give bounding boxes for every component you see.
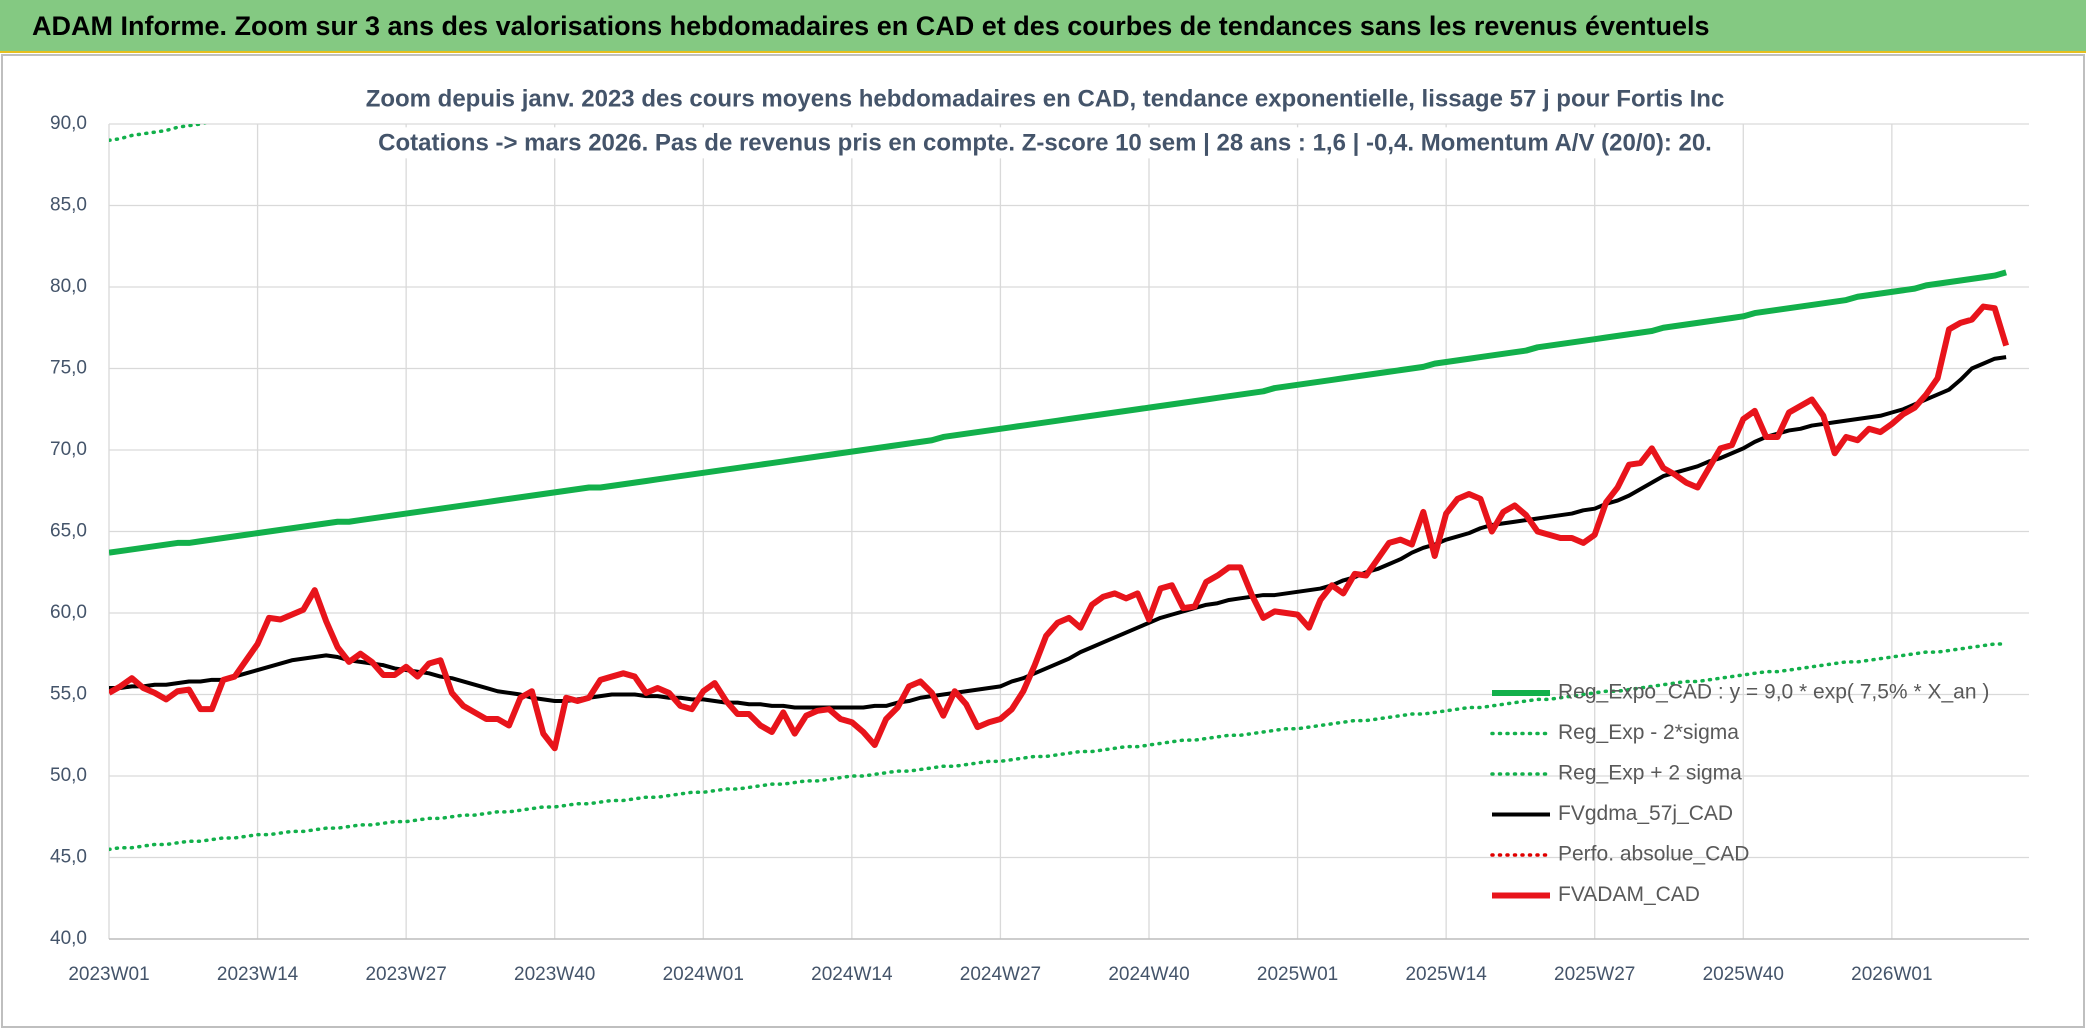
series-line xyxy=(109,303,2010,752)
x-tick-label: 2023W01 xyxy=(68,964,149,985)
y-tick-label: 60,0 xyxy=(50,602,87,623)
x-tick-label: 2026W01 xyxy=(1851,964,1932,985)
x-tick-label: 2024W27 xyxy=(960,964,1041,985)
x-tick-label: 2024W01 xyxy=(663,964,744,985)
y-tick-label: 80,0 xyxy=(50,276,87,297)
y-tick-label: 45,0 xyxy=(50,847,87,868)
y-tick-label: 55,0 xyxy=(50,684,87,705)
x-tick-label: 2024W14 xyxy=(811,964,893,985)
chart: 40,0 45,0 50,0 55,0 60,0 65,0 70,0 75,0 80,0 85,0… xyxy=(1,54,2085,1028)
y-tick-label: 75,0 xyxy=(50,358,87,379)
chart-title: Zoom depuis janv. 2023 des cours moyens … xyxy=(366,85,1725,112)
x-tick-label: 2025W40 xyxy=(1703,964,1784,985)
y-tick-label: 90,0 xyxy=(50,113,87,134)
x-tick-label: 2024W40 xyxy=(1108,964,1189,985)
title-backing xyxy=(357,83,1733,115)
x-tick-label: 2025W01 xyxy=(1257,964,1338,985)
x-tick-label: 2025W14 xyxy=(1405,964,1487,985)
legend-label: Reg_Exp + 2 sigma xyxy=(1558,762,1742,785)
chart-subtitle: Cotations -> mars 2026. Pas de revenus p… xyxy=(378,129,1712,156)
y-tick-label: 40,0 xyxy=(50,928,87,949)
x-tick-label: 2025W27 xyxy=(1554,964,1635,985)
series-line xyxy=(109,269,2007,556)
chart-frame xyxy=(1,54,2085,1028)
legend-label: Perfo. absolue_CAD xyxy=(1558,843,1749,866)
y-tick-label: 65,0 xyxy=(50,521,87,542)
plot-area xyxy=(109,124,2010,852)
title-backing xyxy=(370,127,1720,159)
header-title: ADAM Informe. Zoom sur 3 ans des valoris… xyxy=(32,11,1710,41)
y-tick-label: 85,0 xyxy=(50,195,87,216)
legend-label: FVgdma_57j_CAD xyxy=(1558,802,1733,825)
series-line xyxy=(109,355,2007,710)
x-tick-label: 2023W14 xyxy=(217,964,299,985)
y-tick-label: 50,0 xyxy=(50,765,87,786)
header: ADAM Informe. Zoom sur 3 ans des valoris… xyxy=(0,0,2086,53)
legend-label: Reg_Expo_CAD : y = 9,0 * exp( 7,5% * X_a… xyxy=(1558,681,1989,704)
legend-label: FVADAM_CAD xyxy=(1558,883,1700,906)
legend-label: Reg_Exp - 2*sigma xyxy=(1558,721,1739,744)
x-tick-label: 2023W40 xyxy=(514,964,595,985)
y-tick-label: 70,0 xyxy=(50,439,87,460)
x-tick-label: 2023W27 xyxy=(365,964,446,985)
